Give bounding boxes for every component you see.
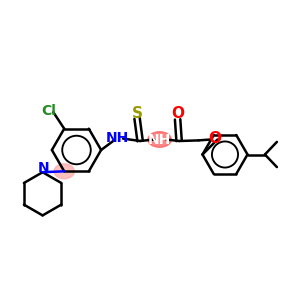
Text: N: N bbox=[38, 161, 49, 175]
Text: NH: NH bbox=[106, 131, 129, 145]
Text: NH: NH bbox=[148, 133, 171, 146]
Text: O: O bbox=[208, 131, 222, 146]
Text: O: O bbox=[171, 106, 184, 122]
Ellipse shape bbox=[54, 164, 74, 179]
Text: Cl: Cl bbox=[41, 103, 56, 118]
Text: S: S bbox=[132, 106, 142, 121]
Ellipse shape bbox=[148, 132, 171, 147]
